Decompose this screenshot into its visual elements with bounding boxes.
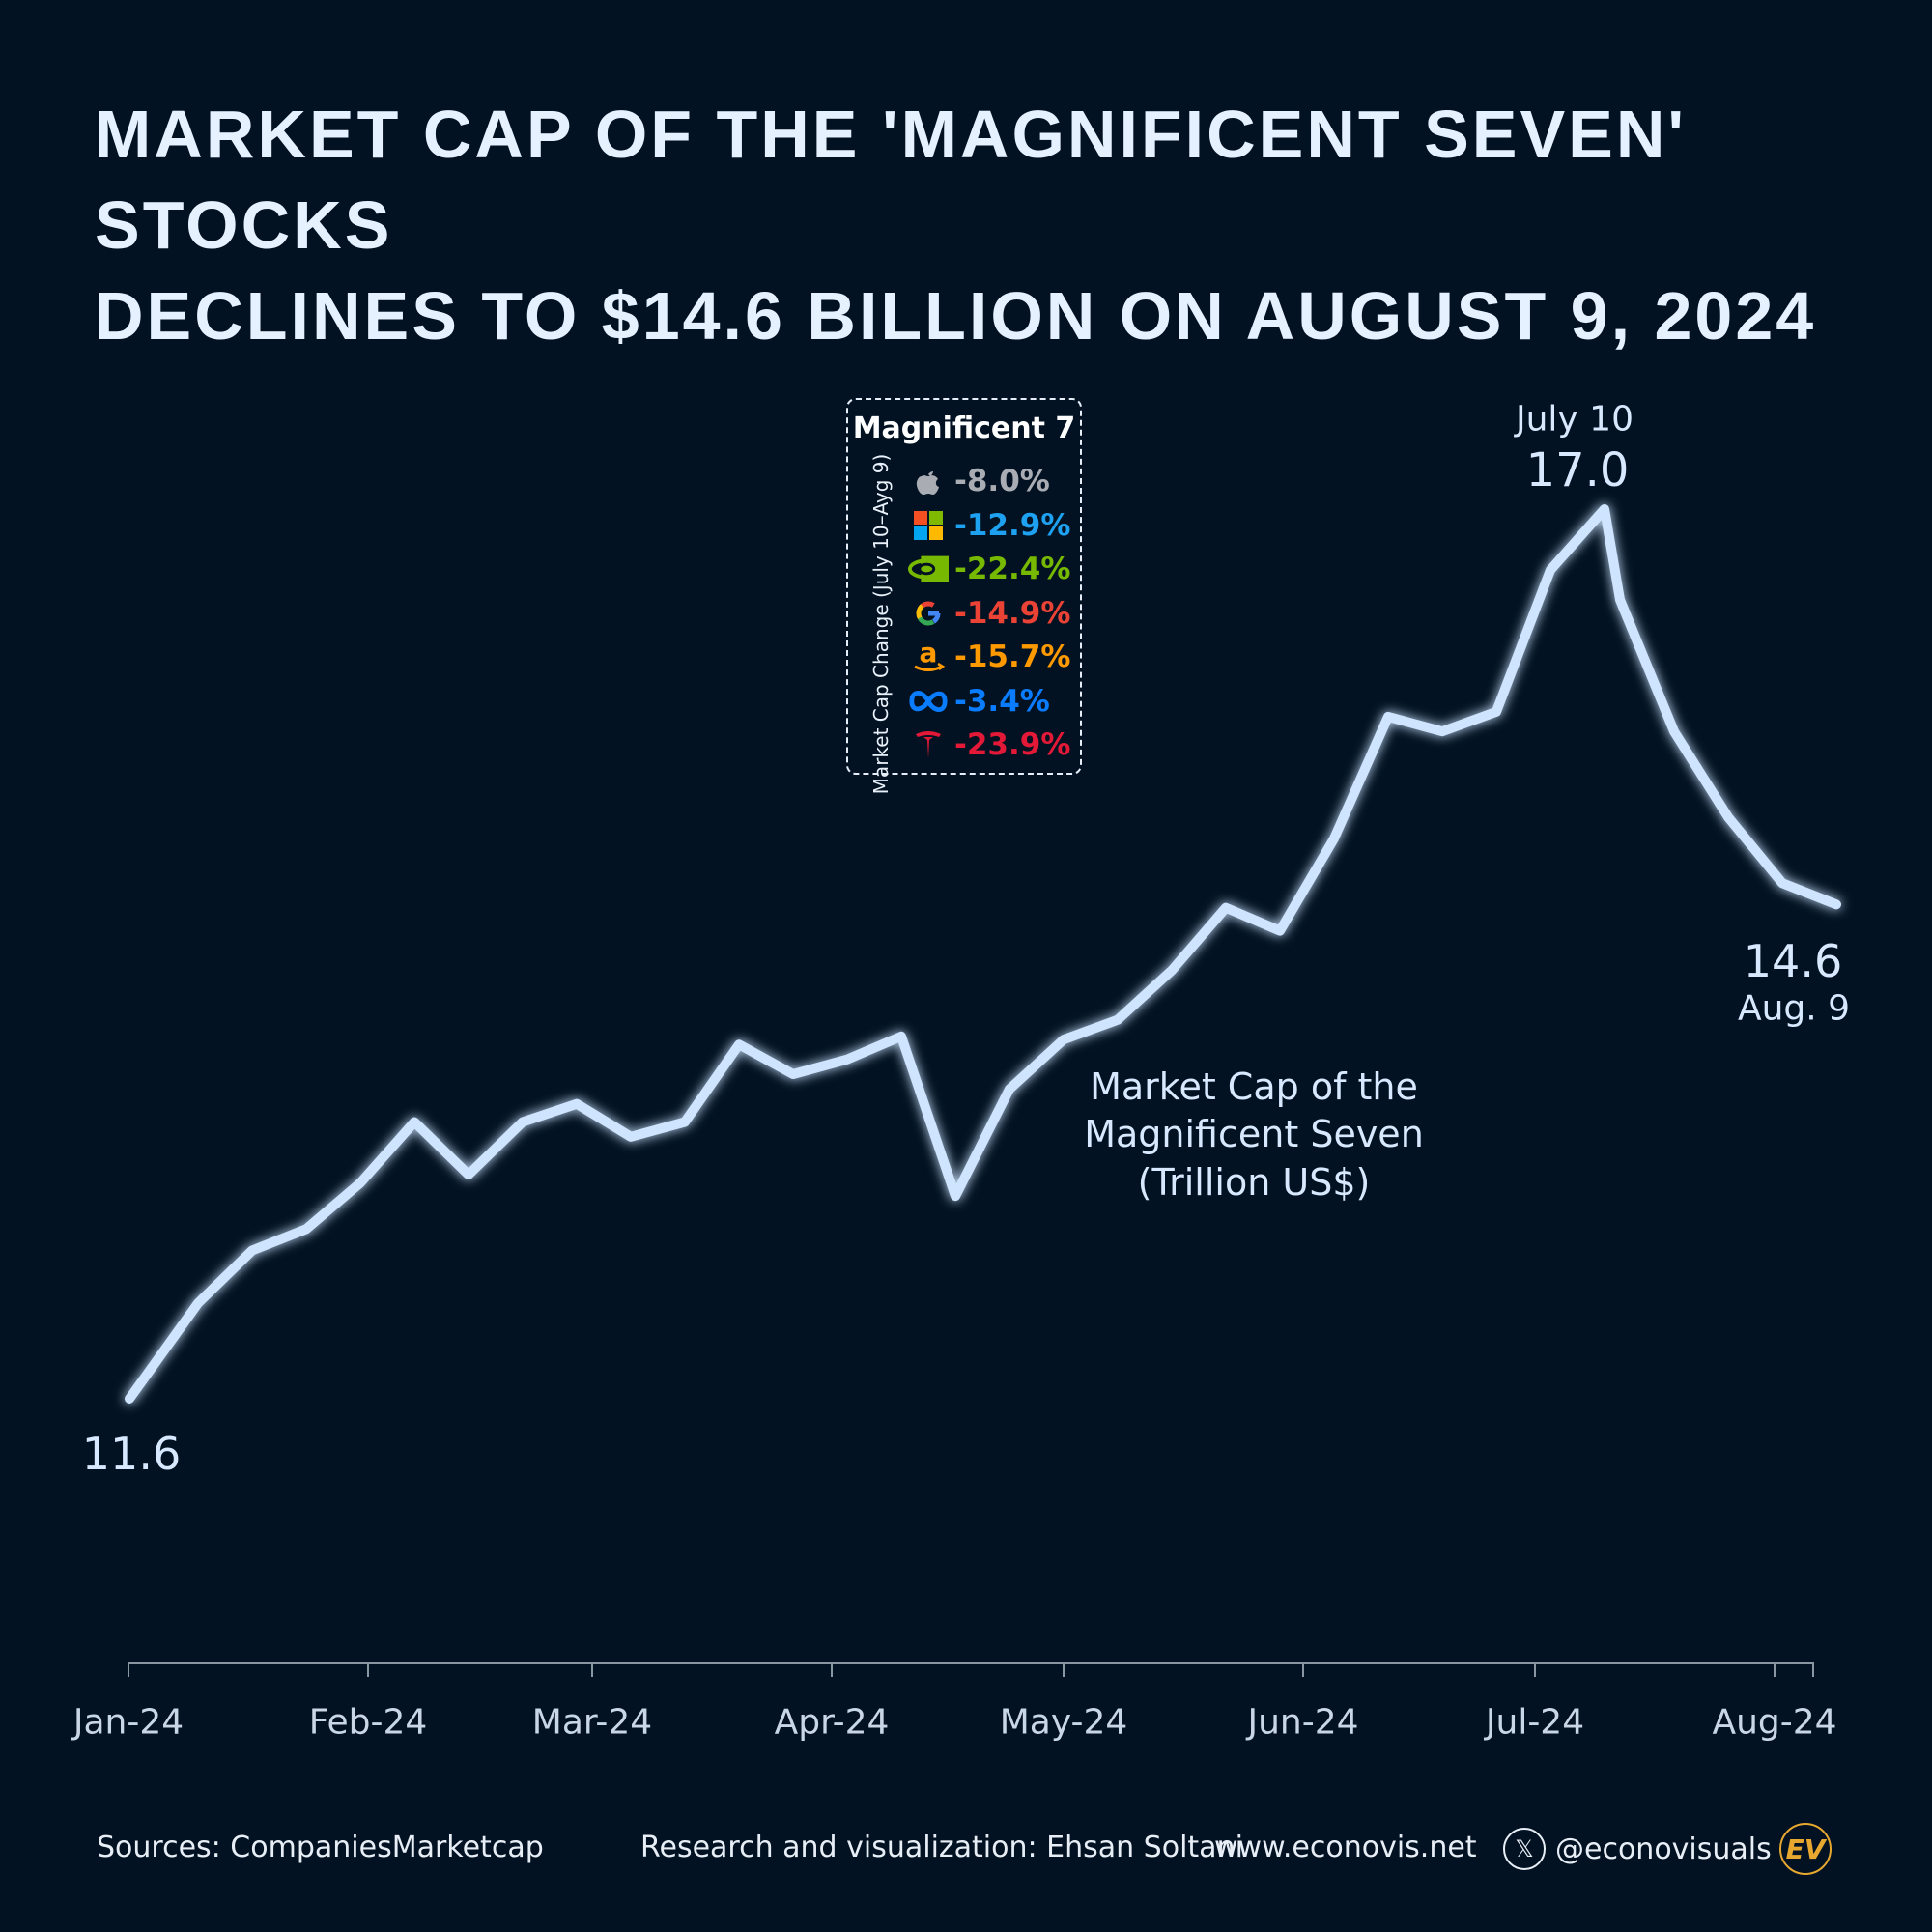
legend-item: -14.9% [908,594,1070,633]
legend-item: -3.4% [908,682,1050,721]
handle-text: @econovisuals [1555,1832,1772,1866]
data-point [1276,926,1284,935]
legend-item-value: -15.7% [954,639,1071,674]
peak-value-label: 17.0 [1525,443,1630,497]
x-tick-label: May-24 [999,1702,1128,1743]
nvidia-icon [908,553,949,585]
legend-item-value: -23.9% [954,727,1071,762]
data-point [1384,712,1392,721]
x-tick-label: Jul-24 [1485,1702,1585,1743]
data-point [465,1171,472,1179]
x-logo-icon: 𝕏 [1503,1828,1546,1870]
data-point [843,1055,851,1064]
x-tick-label: Aug-24 [1712,1702,1837,1743]
legend-title: Magnificent 7 [852,412,1076,445]
x-tick-label: Jan-24 [72,1702,185,1743]
legend-item-value: -3.4% [954,683,1050,719]
x-tick-label: Jun-24 [1247,1702,1359,1743]
x-tick-label: Mar-24 [531,1702,653,1743]
data-point [1114,1015,1122,1024]
credit-text: Research and visualization: Ehsan Soltan… [640,1831,1243,1864]
legend-item: -22.4% [908,550,1070,588]
legend-item: a -15.7% [908,638,1070,676]
x-handle[interactable]: 𝕏 @econovisuals [1503,1828,1772,1870]
data-point [627,1132,635,1141]
data-point [735,1040,743,1049]
series-label-line-3: (Trillion US$) [1137,1161,1371,1204]
x-tick-label: Feb-24 [308,1702,428,1743]
data-point [126,1395,133,1403]
data-point [1222,903,1230,912]
data-point [1778,879,1786,888]
data-point [1330,835,1338,843]
data-point [897,1032,905,1040]
microsoft-icon [908,509,949,542]
title-line-2: DECLINES TO $14.6 BILLION ON AUGUST 9, 2… [95,278,1817,354]
data-point [1670,727,1678,736]
data-point [1492,707,1500,716]
data-point [1601,505,1608,513]
website-link[interactable]: www.econovis.net [1214,1831,1477,1864]
data-point [1724,812,1732,821]
data-point [194,1299,202,1308]
amazon-icon: a [908,640,949,673]
svg-text:a: a [920,640,938,668]
legend-item: -12.9% [908,506,1070,545]
peak-date-label: July 10 [1516,399,1634,440]
legend-item-value: -22.4% [954,552,1071,586]
title-line-1: MARKET CAP OF THE 'MAGNIFICENT SEVEN' ST… [95,97,1688,263]
data-point [356,1179,364,1187]
legend-item-value: -14.9% [954,595,1071,631]
data-point [302,1225,310,1234]
start-value-label: 11.6 [81,1428,182,1480]
sources-text: Sources: CompaniesMarketcap [97,1831,544,1864]
x-tick-label: Apr-24 [774,1702,890,1743]
data-point [1547,566,1554,575]
data-point [411,1118,418,1126]
data-point [681,1118,689,1126]
end-value-label: 14.6 [1743,935,1843,987]
legend-side-label: Market Cap Change (July 10–Ayg 9) [869,453,893,795]
data-point [1616,595,1624,604]
end-date-label: Aug. 9 [1737,988,1851,1029]
legend-box: Magnificent 7 Market Cap Change (July 10… [846,398,1082,794]
ev-logo: EV [1779,1823,1832,1875]
data-point [952,1192,959,1201]
legend-item: -23.9% [908,725,1070,764]
meta-icon [908,685,949,718]
data-point [519,1118,526,1126]
legend-item: -8.0% [908,462,1050,500]
series-label-line-1: Market Cap of the [1090,1065,1418,1108]
data-point [1060,1036,1067,1044]
legend-item-value: -12.9% [954,507,1071,543]
data-point [1833,900,1840,909]
legend-item-value: -8.0% [954,464,1050,498]
tesla-icon [908,728,949,761]
google-icon [908,597,949,630]
data-point [248,1246,256,1255]
data-point [1438,727,1446,736]
data-point [789,1070,797,1079]
apple-icon [908,465,949,497]
chart-title: MARKET CAP OF THE 'MAGNIFICENT SEVEN' ST… [95,89,1932,361]
series-label-line-2: Magnificent Seven [1084,1113,1424,1155]
data-point [1006,1085,1013,1094]
data-point [573,1099,581,1108]
data-point [1168,966,1176,975]
